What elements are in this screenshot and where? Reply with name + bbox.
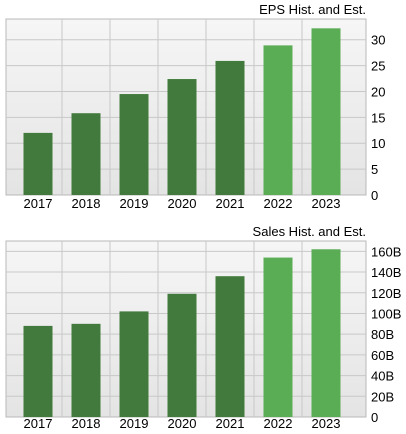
sales-estimate-bar (263, 257, 293, 417)
sales-y-tick-label: 80B (371, 327, 394, 342)
eps-x-tick-label: 2020 (168, 196, 197, 211)
sales-historical-bar (23, 325, 53, 417)
eps-x-tick-label: 2018 (72, 196, 101, 211)
eps-estimate-bar (263, 45, 293, 196)
sales-y-tick-labels: 0 20B 40B 60B 80B 100B 120B 140B 160B (371, 244, 401, 425)
eps-y-tick-label: 15 (371, 110, 385, 125)
eps-historical-bar (119, 94, 149, 195)
eps-x-tick-label: 2023 (312, 196, 341, 211)
sales-y-tick-label: 40B (371, 369, 394, 384)
sales-x-tick-label: 2021 (216, 416, 245, 431)
sales-y-tick-label: 140B (371, 265, 401, 280)
eps-chart-title: EPS Hist. and Est. (259, 2, 366, 17)
sales-y-tick-label: 120B (371, 286, 401, 301)
sales-historical-bar (71, 323, 101, 417)
eps-historical-bar (23, 132, 53, 195)
sales-y-tick-label: 0 (371, 410, 378, 425)
sales-historical-bar (167, 293, 197, 417)
eps-x-tick-label: 2017 (24, 196, 53, 211)
eps-historical-bar (71, 113, 101, 195)
eps-gridlines (6, 19, 366, 195)
sales-y-tick-label: 60B (371, 348, 394, 363)
sales-historical-bar (215, 276, 245, 417)
sales-x-tick-label: 2023 (312, 416, 341, 431)
eps-chart: EPS Hist. and Est. 0 5 10 15 20 25 30 2017 2018… (5, 2, 385, 211)
sales-x-tick-label: 2018 (72, 416, 101, 431)
sales-x-tick-labels: 2017 2018 2019 2020 2021 2022 2023 (24, 416, 341, 431)
eps-historical-bar (167, 79, 197, 195)
sales-y-tick-label: 20B (371, 389, 394, 404)
sales-x-tick-label: 2017 (24, 416, 53, 431)
eps-bars (23, 28, 341, 196)
sales-y-tick-label: 100B (371, 306, 401, 321)
eps-y-tick-label: 10 (371, 136, 385, 151)
eps-y-tick-label: 20 (371, 84, 385, 99)
sales-chart-title: Sales Hist. and Est. (253, 224, 366, 239)
sales-estimate-bar (311, 249, 341, 417)
eps-y-tick-label: 30 (371, 33, 385, 48)
eps-historical-bar (215, 60, 245, 195)
sales-chart: Sales Hist. and Est. 0 20B 40B 60B 80B 100B 12… (5, 224, 401, 431)
eps-x-tick-label: 2022 (264, 196, 293, 211)
sales-x-tick-label: 2022 (264, 416, 293, 431)
sales-x-tick-label: 2020 (168, 416, 197, 431)
sales-historical-bar (119, 311, 149, 417)
sales-bars (23, 249, 341, 417)
eps-y-tick-label: 5 (371, 162, 378, 177)
sales-x-tick-label: 2019 (120, 416, 149, 431)
eps-estimate-bar (311, 28, 341, 196)
eps-y-tick-label: 25 (371, 59, 385, 74)
eps-y-tick-label: 0 (371, 188, 378, 203)
sales-y-tick-label: 160B (371, 244, 401, 259)
eps-y-tick-labels: 0 5 10 15 20 25 30 (371, 33, 385, 203)
eps-x-tick-label: 2019 (120, 196, 149, 211)
eps-x-tick-labels: 2017 2018 2019 2020 2021 2022 2023 (24, 196, 341, 211)
eps-x-tick-label: 2021 (216, 196, 245, 211)
